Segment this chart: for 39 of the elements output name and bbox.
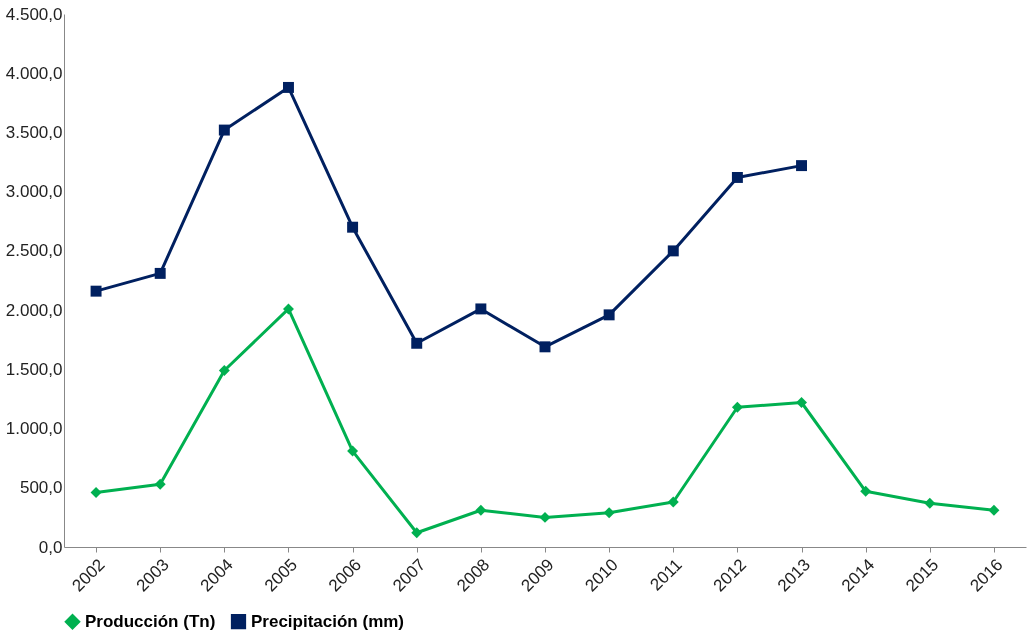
point bbox=[603, 309, 615, 321]
point bbox=[988, 504, 1000, 516]
point bbox=[154, 478, 166, 490]
point bbox=[154, 267, 166, 279]
point bbox=[924, 497, 936, 509]
y-tick-label: 4.500,0 bbox=[5, 4, 63, 24]
point bbox=[218, 365, 230, 376]
point bbox=[860, 485, 872, 497]
point bbox=[347, 445, 359, 457]
point bbox=[475, 303, 487, 315]
y-tick-label: 3.000,0 bbox=[5, 182, 63, 202]
y-tick-label: 0,0 bbox=[38, 537, 63, 557]
y-tick-label: 1.500,0 bbox=[5, 359, 63, 379]
point bbox=[90, 285, 102, 297]
y-tick-label: 2.500,0 bbox=[5, 241, 63, 261]
y-tick-label: 3.500,0 bbox=[5, 122, 63, 142]
point bbox=[475, 504, 487, 516]
point bbox=[90, 487, 102, 498]
legend-label: Producción (Tn) bbox=[85, 611, 216, 631]
point bbox=[411, 337, 423, 349]
point bbox=[218, 124, 230, 136]
point bbox=[603, 507, 615, 519]
point bbox=[796, 397, 808, 408]
point bbox=[539, 341, 551, 353]
point bbox=[282, 81, 294, 93]
point bbox=[796, 160, 808, 172]
point bbox=[667, 496, 679, 508]
point bbox=[411, 527, 423, 539]
y-tick-label: 500,0 bbox=[19, 478, 63, 498]
point bbox=[731, 171, 743, 183]
y-tick-label: 4.000,0 bbox=[5, 63, 63, 83]
point bbox=[347, 221, 359, 233]
point bbox=[731, 401, 743, 413]
point bbox=[667, 245, 679, 257]
y-tick-label: 1.000,0 bbox=[5, 419, 63, 439]
point bbox=[539, 511, 551, 523]
point bbox=[282, 303, 294, 315]
y-tick-label: 2.000,0 bbox=[5, 300, 63, 320]
legend-label: Precipitación (mm) bbox=[251, 611, 405, 631]
